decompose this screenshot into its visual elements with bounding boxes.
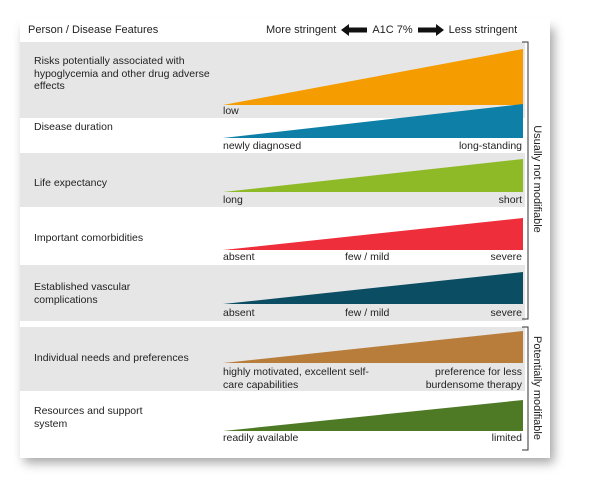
scale-right-label: severe [490, 307, 522, 319]
row-label: Established vascular complications [34, 281, 131, 306]
diagram-panel: Person / Disease Features More stringent… [20, 18, 550, 458]
gradient-wedge [223, 331, 523, 363]
row-vascular-complications: Established vascular complications absen… [20, 265, 525, 321]
row-comorbidities: Important comorbidities absent few / mil… [20, 207, 525, 265]
gradient-wedge [223, 400, 523, 431]
side-label-not-modifiable: Usually not modifiable [531, 125, 543, 233]
row-hypoglycemia-risk: Risks potentially associated with hypogl… [20, 42, 525, 118]
header-features: Person / Disease Features [28, 24, 159, 36]
scale-mid-label: few / mild [345, 251, 390, 263]
header-a1c: A1C 7% [372, 24, 413, 36]
scale-right-label: preference for less burdensome therapy [425, 366, 522, 391]
row-life-expectancy: Life expectancy long short [20, 153, 525, 207]
scale-mid-label: few / mild [345, 307, 390, 319]
header-scale: More stringent A1C 7% Less stringent [266, 24, 517, 36]
side-brackets [522, 41, 529, 451]
scale-right-label: severe [490, 251, 522, 263]
row-label: Risks potentially associated with hypogl… [34, 55, 210, 92]
scale-left-label: newly diagnosed [223, 140, 302, 152]
row-disease-duration: Disease duration newly diagnosed long-st… [20, 104, 525, 153]
row-individual-needs: Individual needs and preferences highly … [20, 327, 525, 391]
row-label: Disease duration [34, 121, 113, 133]
row-label: Life expectancy [34, 177, 107, 189]
scale-left-label: long [223, 194, 243, 206]
scale-left-label: readily available [223, 432, 299, 444]
scale-left-label: highly motivated, excellent self-care ca… [223, 366, 369, 391]
header-more-stringent: More stringent [266, 24, 337, 36]
arrow-left-icon [341, 24, 368, 36]
scale-right-label: limited [491, 432, 522, 444]
bracket-not-modifiable [522, 41, 529, 320]
gradient-wedge [223, 159, 523, 192]
row-resources-support: Resources and support system readily ava… [20, 391, 525, 451]
scale-right-label: long-standing [458, 140, 522, 152]
gradient-wedge [223, 104, 523, 138]
row-label: Individual needs and preferences [34, 352, 189, 364]
row-label: Important comorbidities [34, 232, 144, 244]
gradient-wedge [223, 49, 523, 105]
scale-right-label: short [498, 194, 522, 206]
arrow-right-icon [417, 24, 444, 36]
scale-left-label: absent [223, 307, 255, 319]
scale-left-label: absent [223, 251, 255, 263]
header-less-stringent: Less stringent [448, 24, 518, 36]
scale-left-label: low [223, 105, 239, 117]
bracket-modifiable [522, 326, 529, 451]
gradient-wedge [223, 218, 523, 250]
row-label: Resources and support system [34, 405, 143, 430]
gradient-wedge [223, 272, 523, 304]
side-label-modifiable: Potentially modifiable [531, 336, 543, 440]
